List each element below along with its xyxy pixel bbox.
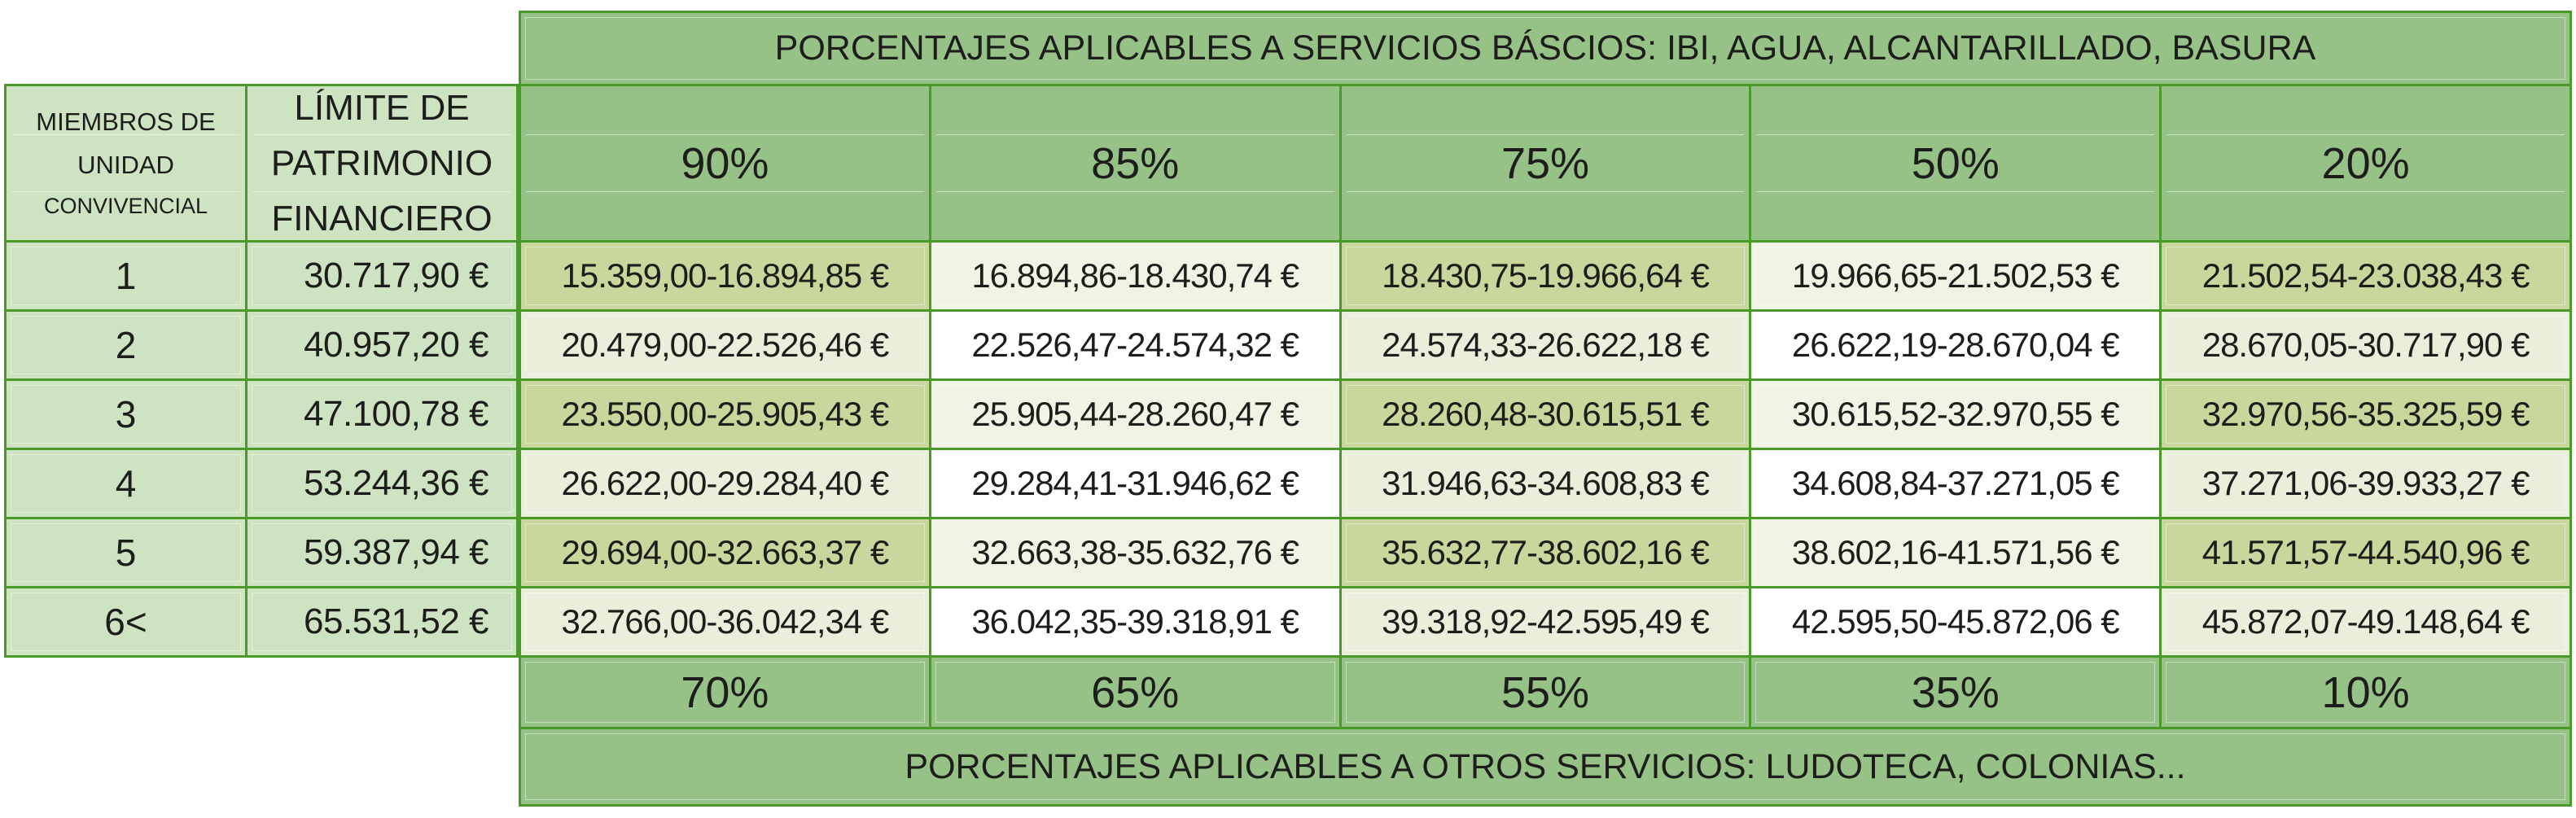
limit-cell: 30.717,90 € [248, 243, 516, 309]
limit-cell: 59.387,94 € [248, 519, 516, 586]
range-cell: 24.574,33-26.622,18 € [1341, 312, 1750, 378]
percentage-footer-70: 70% [521, 658, 929, 727]
limit-cell: 53.244,36 € [248, 450, 516, 517]
percentage-header-75: 75% [1341, 86, 1750, 240]
percentage-header-20: 20% [2162, 86, 2569, 240]
limit-column-header: LÍMITE DE PATRIMONIO FINANCIERO [248, 86, 516, 240]
range-cell: 32.970,56-35.325,59 € [2162, 381, 2569, 448]
range-cell: 26.622,19-28.670,04 € [1751, 312, 2160, 378]
percentage-footer-55: 55% [1341, 658, 1750, 727]
range-cell: 23.550,00-25.905,43 € [521, 381, 929, 448]
range-cell: 37.271,06-39.933,27 € [2162, 450, 2569, 517]
members-cell: 6< [7, 588, 245, 655]
range-cell: 32.766,00-36.042,34 € [521, 588, 929, 655]
range-cell: 31.946,63-34.608,83 € [1341, 450, 1750, 517]
range-cell: 45.872,07-49.148,64 € [2162, 588, 2569, 655]
range-cell: 29.284,41-31.946,62 € [931, 450, 1339, 517]
range-cell: 39.318,92-42.595,49 € [1341, 588, 1750, 655]
members-cell: 1 [7, 243, 245, 309]
main-table: PORCENTAJES APLICABLES A SERVICIOS BÁSCI… [519, 11, 2572, 807]
range-cell: 41.571,57-44.540,96 € [2162, 519, 2569, 586]
limit-cell: 65.531,52 € [248, 588, 516, 655]
percentage-header-50: 50% [1751, 86, 2160, 240]
percentage-header-85: 85% [931, 86, 1339, 240]
left-table: MIEMBROS DE UNIDAD CONVIVENCIAL LÍMITE D… [4, 84, 519, 658]
range-cell: 28.260,48-30.615,51 € [1341, 381, 1750, 448]
members-header-line1: MIEMBROS DE [36, 107, 216, 136]
limit-header-line3: FINANCIERO [271, 198, 493, 238]
percentage-header-90: 90% [521, 86, 929, 240]
range-cell: 36.042,35-39.318,91 € [931, 588, 1339, 655]
range-cell: 32.663,38-35.632,76 € [931, 519, 1339, 586]
other-services-title: PORCENTAJES APLICABLES A OTROS SERVICIOS… [521, 729, 2569, 804]
percentage-footer-65: 65% [931, 658, 1339, 727]
range-cell: 30.615,52-32.970,55 € [1751, 381, 2160, 448]
limit-header-line1: LÍMITE DE [294, 87, 470, 128]
members-cell: 5 [7, 519, 245, 586]
members-header-line2: UNIDAD [77, 151, 174, 179]
range-cell: 15.359,00-16.894,85 € [521, 243, 929, 309]
limit-header-line2: PATRIMONIO [270, 142, 493, 183]
members-column-header: MIEMBROS DE UNIDAD CONVIVENCIAL [7, 86, 245, 240]
range-cell: 21.502,54-23.038,43 € [2162, 243, 2569, 309]
range-cell: 16.894,86-18.430,74 € [931, 243, 1339, 309]
range-cell: 34.608,84-37.271,05 € [1751, 450, 2160, 517]
range-cell: 26.622,00-29.284,40 € [521, 450, 929, 517]
members-cell: 4 [7, 450, 245, 517]
members-header-line3: CONVIVENCIAL [43, 194, 208, 218]
limit-cell: 40.957,20 € [248, 312, 516, 378]
range-cell: 42.595,50-45.872,06 € [1751, 588, 2160, 655]
percentage-footer-10: 10% [2162, 658, 2569, 727]
limit-cell: 47.100,78 € [248, 381, 516, 448]
percentage-footer-35: 35% [1751, 658, 2160, 727]
range-cell: 22.526,47-24.574,32 € [931, 312, 1339, 378]
range-cell: 29.694,00-32.663,37 € [521, 519, 929, 586]
range-cell: 35.632,77-38.602,16 € [1341, 519, 1750, 586]
range-cell: 20.479,00-22.526,46 € [521, 312, 929, 378]
range-cell: 25.905,44-28.260,47 € [931, 381, 1339, 448]
range-cell: 19.966,65-21.502,53 € [1751, 243, 2160, 309]
members-cell: 2 [7, 312, 245, 378]
range-cell: 28.670,05-30.717,90 € [2162, 312, 2569, 378]
members-cell: 3 [7, 381, 245, 448]
basic-services-title: PORCENTAJES APLICABLES A SERVICIOS BÁSCI… [521, 13, 2569, 84]
range-cell: 18.430,75-19.966,64 € [1341, 243, 1750, 309]
range-cell: 38.602,16-41.571,56 € [1751, 519, 2160, 586]
